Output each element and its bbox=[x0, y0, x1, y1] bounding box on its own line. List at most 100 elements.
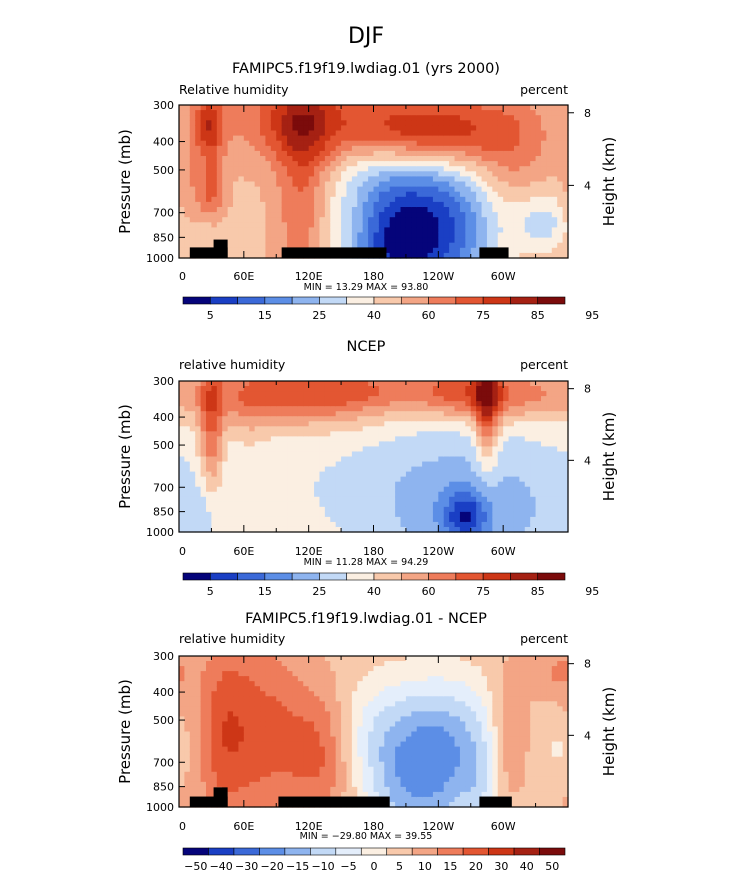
heatmap-cell bbox=[292, 406, 299, 412]
heatmap-cell bbox=[416, 481, 423, 488]
heatmap-cell bbox=[395, 217, 402, 223]
heatmap-cell bbox=[405, 386, 412, 392]
heatmap-cell bbox=[184, 501, 191, 508]
heatmap-cell bbox=[189, 217, 196, 223]
heatmap-cell bbox=[357, 140, 364, 147]
heatmap-cell bbox=[195, 212, 202, 218]
heatmap-cell bbox=[535, 156, 542, 162]
heatmap-cell bbox=[265, 771, 272, 778]
heatmap-cell bbox=[405, 171, 412, 177]
heatmap-cell bbox=[384, 496, 391, 503]
heatmap-cell bbox=[189, 686, 196, 692]
heatmap-cell bbox=[195, 186, 202, 193]
heatmap-cell bbox=[206, 466, 213, 473]
heatmap-cell bbox=[297, 461, 304, 468]
heatmap-cell bbox=[535, 237, 542, 244]
heatmap-cell bbox=[287, 461, 294, 468]
heatmap-cell bbox=[384, 426, 391, 432]
heatmap-cell bbox=[254, 176, 261, 183]
heatmap-cell bbox=[189, 156, 196, 162]
heatmap-cell bbox=[308, 242, 315, 249]
heatmap-cell bbox=[492, 516, 499, 523]
heatmap-cell bbox=[503, 166, 510, 172]
heatmap-cell bbox=[314, 145, 321, 152]
heatmap-cell bbox=[297, 396, 304, 402]
heatmap-cell bbox=[508, 166, 515, 172]
heatmap-cell bbox=[222, 145, 229, 152]
heatmap-cell bbox=[222, 217, 229, 223]
colorbar-label: 85 bbox=[531, 309, 545, 322]
heatmap-cell bbox=[422, 461, 429, 468]
heatmap-cell bbox=[346, 227, 353, 234]
heatmap-cell bbox=[486, 232, 493, 239]
heatmap-cell bbox=[227, 451, 234, 458]
heatmap-cell bbox=[243, 756, 250, 763]
heatmap-cell bbox=[400, 227, 407, 234]
heatmap-cell bbox=[530, 186, 537, 193]
heatmap-cell bbox=[200, 776, 207, 783]
heatmap-cell bbox=[233, 406, 240, 412]
heatmap-cell bbox=[211, 686, 218, 692]
heatmap-cell bbox=[254, 115, 261, 121]
heatmap-cell bbox=[222, 731, 229, 738]
heatmap-cell bbox=[465, 381, 472, 387]
heatmap-cell bbox=[265, 191, 272, 198]
heatmap-cell bbox=[524, 521, 531, 528]
heatmap-cell bbox=[216, 521, 223, 528]
heatmap-cell bbox=[535, 401, 542, 407]
heatmap-cell bbox=[222, 431, 229, 437]
heatmap-cell bbox=[200, 232, 207, 239]
heatmap-cell bbox=[260, 506, 267, 513]
heatmap-cell bbox=[513, 207, 520, 213]
heatmap-cell bbox=[319, 506, 326, 513]
heatmap-cell bbox=[211, 232, 218, 239]
heatmap-cell bbox=[443, 191, 450, 198]
heatmap-cell bbox=[195, 671, 202, 677]
heatmap-cell bbox=[454, 506, 461, 513]
heatmap-cell bbox=[497, 496, 504, 503]
heatmap-cell bbox=[265, 671, 272, 677]
heatmap-cell bbox=[492, 401, 499, 407]
heatmap-cell bbox=[470, 196, 477, 203]
heatmap-cell bbox=[524, 396, 531, 402]
heatmap-cell bbox=[476, 506, 483, 513]
heatmap-cell bbox=[324, 476, 331, 483]
heatmap-cell bbox=[378, 176, 385, 183]
heatmap-cell bbox=[535, 446, 542, 453]
colorbar-swatch bbox=[319, 296, 348, 305]
heatmap-cell bbox=[405, 391, 412, 397]
heatmap-cell bbox=[546, 140, 553, 147]
heatmap-cell bbox=[303, 145, 310, 152]
heatmap-cell bbox=[449, 436, 456, 442]
heatmap-cell bbox=[314, 217, 321, 223]
heatmap-cell bbox=[378, 381, 385, 387]
heatmap-cell bbox=[540, 461, 547, 468]
heatmap-cell bbox=[297, 207, 304, 213]
heatmap-cell bbox=[546, 125, 553, 132]
heatmap-cell bbox=[335, 125, 342, 132]
heatmap-cell bbox=[427, 212, 434, 218]
heatmap-cell bbox=[238, 506, 245, 513]
heatmap-cell bbox=[546, 511, 553, 518]
heatmap-cell bbox=[292, 441, 299, 448]
heatmap-cell bbox=[222, 130, 229, 137]
heatmap-cell bbox=[287, 166, 294, 172]
heatmap-cell bbox=[476, 441, 483, 448]
heatmap-cell bbox=[276, 396, 283, 402]
heatmap-cell bbox=[233, 756, 240, 763]
heatmap-cell bbox=[179, 781, 185, 788]
heatmap-cell bbox=[530, 416, 537, 422]
x-tick-label: 0 bbox=[179, 545, 186, 558]
heatmap-cell bbox=[481, 516, 488, 523]
heatmap-cell bbox=[233, 456, 240, 463]
heatmap-cell bbox=[189, 496, 196, 503]
heatmap-cell bbox=[362, 466, 369, 473]
heatmap-cell bbox=[243, 481, 250, 488]
heatmap-cell bbox=[416, 466, 423, 473]
heatmap-cell bbox=[540, 451, 547, 458]
heatmap-cell bbox=[276, 201, 283, 208]
heatmap-cell bbox=[265, 661, 272, 667]
heatmap-cell bbox=[368, 166, 375, 172]
heatmap-cell bbox=[465, 451, 472, 458]
heatmap-cell bbox=[297, 431, 304, 437]
